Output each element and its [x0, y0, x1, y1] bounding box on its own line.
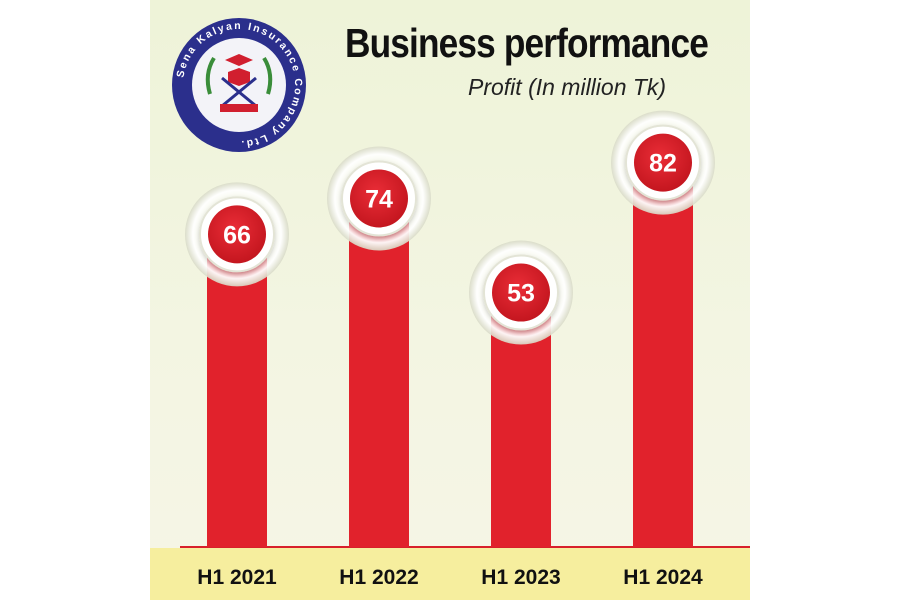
category-label: H1 2023: [481, 566, 560, 589]
chart-panel: Sena Kalyan Insurance Company Ltd. Busin…: [150, 0, 750, 600]
category-label: H1 2021: [197, 566, 277, 589]
company-logo: Sena Kalyan Insurance Company Ltd.: [170, 16, 308, 159]
bar-chart: 66 H1 2021 74 H1 2022 53 H1 2023 82 H1 2024: [180, 110, 750, 589]
data-label: 53: [507, 280, 535, 308]
chart-title: Business performance: [345, 20, 709, 66]
value-badge: [634, 133, 692, 192]
data-label: 74: [365, 185, 393, 213]
value-badge: [492, 263, 550, 322]
bar-h1-2021: [207, 251, 267, 547]
category-label: H1 2022: [339, 566, 418, 589]
chart-subtitle: Profit (In million Tk): [468, 74, 667, 100]
data-label: 82: [649, 150, 677, 178]
sena-kalyan-logo-icon: Sena Kalyan Insurance Company Ltd.: [172, 18, 306, 152]
value-badge: [208, 205, 266, 264]
bar-h1-2023: [491, 309, 551, 547]
bar-h1-2022: [349, 215, 409, 548]
category-strip: [150, 548, 750, 600]
data-label: 66: [223, 221, 251, 249]
bar-h1-2024: [633, 179, 693, 547]
value-badge: [350, 169, 408, 228]
category-label: H1 2024: [623, 566, 703, 589]
